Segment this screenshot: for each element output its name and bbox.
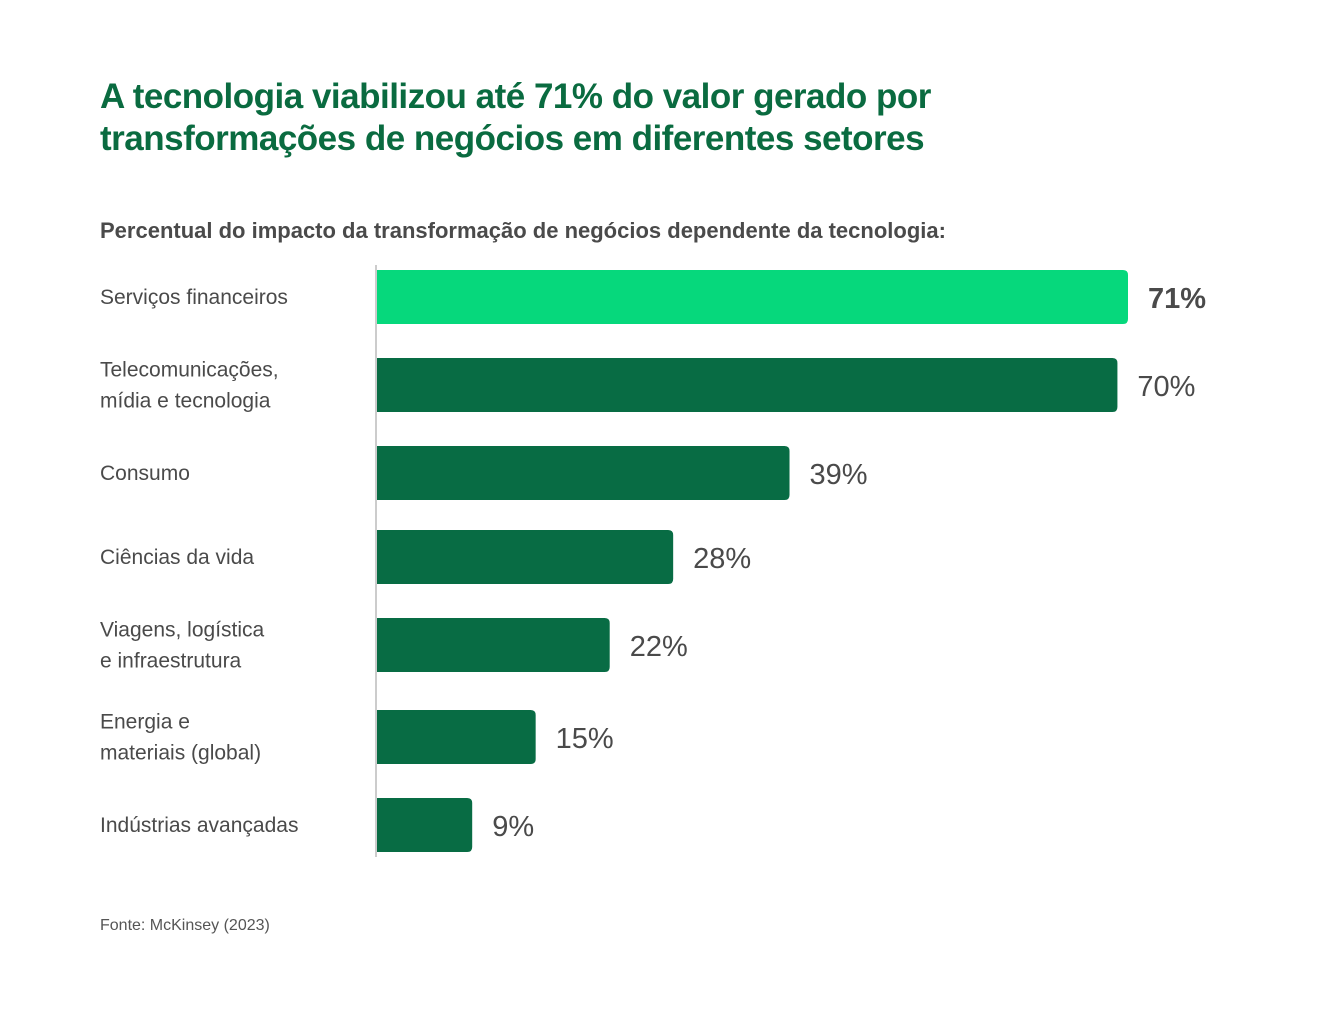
data-label: 39% — [810, 459, 868, 491]
bar — [377, 798, 473, 852]
bar — [377, 358, 1118, 412]
bar — [377, 618, 610, 672]
data-label: 28% — [693, 543, 751, 575]
title-line-1: A tecnologia viabilizou até 71% do valor… — [100, 77, 931, 116]
data-label: 71% — [1148, 283, 1206, 315]
bar — [377, 270, 1128, 324]
category-label: Serviços financeiros — [100, 286, 288, 309]
category-label: Consumo — [100, 462, 190, 485]
bar — [377, 710, 536, 764]
bar — [377, 446, 790, 500]
chart-title: A tecnologia viabilizou até 71% do valor… — [100, 76, 931, 160]
category-label: Energia e materiais (global) — [100, 711, 261, 765]
category-label: Telecomunicações, mídia e tecnologia — [100, 359, 279, 413]
title-line-2: transformações de negócios em diferentes… — [100, 119, 925, 158]
data-label: 70% — [1137, 371, 1195, 403]
bar — [377, 530, 674, 584]
category-label: Indústrias avançadas — [100, 814, 298, 837]
category-label: Ciências da vida — [100, 546, 254, 569]
data-label: 22% — [630, 631, 688, 663]
category-label: Viagens, logística e infraestrutura — [100, 619, 265, 673]
data-label: 9% — [492, 811, 534, 843]
chart-subtitle: Percentual do impacto da transformação d… — [100, 218, 946, 243]
data-label: 15% — [556, 723, 614, 755]
source-note: Fonte: McKinsey (2023) — [100, 917, 270, 934]
